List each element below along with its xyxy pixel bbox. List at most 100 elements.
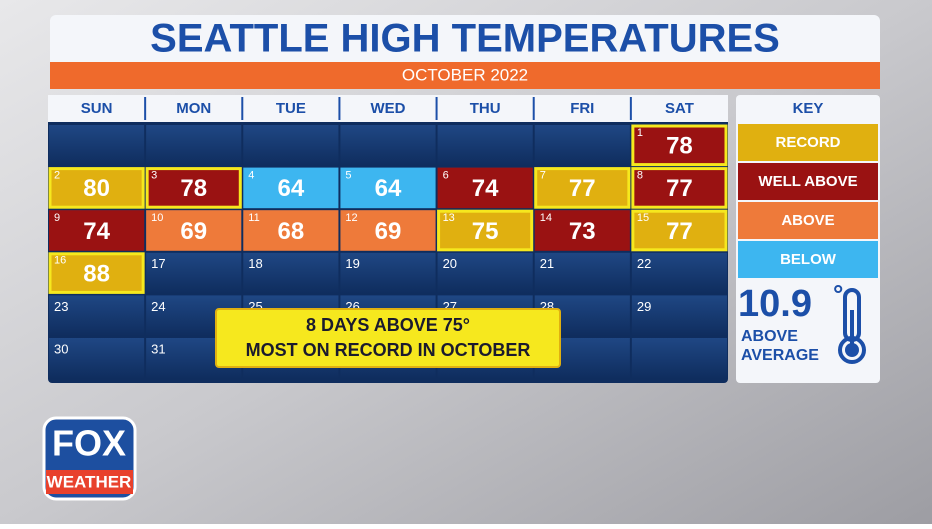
logo-bottom: WEATHER <box>47 472 132 491</box>
key-label: BELOW <box>780 251 837 268</box>
day-number: 21 <box>540 256 554 271</box>
day-cell <box>534 252 630 294</box>
day-number: 31 <box>151 341 165 356</box>
day-number: 5 <box>345 170 351 182</box>
temperature: 77 <box>666 175 693 202</box>
day-cell <box>146 252 242 294</box>
day-cell <box>340 252 436 294</box>
day-number: 19 <box>345 256 359 271</box>
temperature: 73 <box>569 218 596 245</box>
temperature: 75 <box>472 218 499 245</box>
weekday-row <box>48 95 728 122</box>
day-number: 17 <box>151 256 165 271</box>
day-number: 18 <box>248 256 262 271</box>
temp-cell <box>631 210 727 251</box>
temperature: 64 <box>278 175 305 202</box>
temp-cell <box>49 167 145 209</box>
highlight-border <box>631 124 728 167</box>
day-number: 15 <box>637 212 649 224</box>
key-title: KEY <box>793 100 824 117</box>
day-number: 13 <box>443 212 455 224</box>
temperature: 69 <box>180 218 207 245</box>
subtitle: OCTOBER 2022 <box>402 65 528 84</box>
day-cell <box>146 125 242 166</box>
temp-cell <box>534 167 630 209</box>
temp-cell <box>340 210 436 251</box>
key-label: WELL ABOVE <box>758 173 857 190</box>
key-swatch <box>738 163 878 200</box>
weekday: SUN <box>81 100 113 117</box>
temperature: 78 <box>666 133 693 160</box>
day-number: 7 <box>540 170 546 182</box>
day-number: 11 <box>248 212 259 224</box>
weekday: TUE <box>276 100 306 117</box>
stat-value: 10.9 <box>738 283 812 325</box>
day-number: 3 <box>151 170 157 182</box>
day-number: 9 <box>54 212 60 224</box>
day-number: 4 <box>248 170 254 182</box>
temp-cell <box>437 167 533 209</box>
temp-cell <box>146 210 242 251</box>
day-number: 1 <box>637 127 643 139</box>
day-cell <box>243 125 339 166</box>
highlight-border <box>631 167 728 209</box>
callout-line: 8 DAYS ABOVE 75° <box>306 315 470 335</box>
temperature: 69 <box>375 218 402 245</box>
day-number: 24 <box>151 299 165 314</box>
stat-label: ABOVE <box>741 328 798 345</box>
temp-cell <box>49 210 145 251</box>
day-cell <box>243 252 339 294</box>
day-cell <box>631 338 727 379</box>
temp-cell <box>631 125 727 166</box>
weekday: FRI <box>570 100 594 117</box>
logo-strip <box>46 470 133 494</box>
temperature: 77 <box>666 218 693 245</box>
temperature: 74 <box>83 218 110 245</box>
day-number: 12 <box>345 212 357 224</box>
highlight-border <box>631 209 728 252</box>
weekday: SAT <box>665 100 694 117</box>
thermometer <box>838 288 866 364</box>
highlight-border <box>437 209 534 252</box>
temperature: 88 <box>83 260 110 287</box>
day-cell <box>49 125 145 166</box>
stat-label: AVERAGE <box>741 347 819 364</box>
day-cell <box>631 252 727 294</box>
key-label: ABOVE <box>781 212 834 229</box>
temp-cell <box>243 167 339 209</box>
temp-cell <box>243 210 339 251</box>
day-number: 23 <box>54 299 68 314</box>
temperature: 80 <box>83 175 110 202</box>
highlight-border <box>145 167 242 209</box>
weekday: WED <box>371 100 406 117</box>
day-number: 30 <box>54 341 68 356</box>
highlight-border <box>48 252 145 294</box>
day-number: 16 <box>54 255 66 267</box>
temp-cell <box>534 210 630 251</box>
temperature: 77 <box>569 175 596 202</box>
day-number: 6 <box>443 170 449 182</box>
day-number: 20 <box>443 256 457 271</box>
day-cell <box>437 252 533 294</box>
key-swatch <box>738 124 878 161</box>
day-cell <box>340 125 436 166</box>
day-cell <box>437 125 533 166</box>
logo-top: FOX <box>52 423 126 464</box>
stat-unit: ° <box>833 279 843 309</box>
temp-cell <box>49 252 145 294</box>
day-number: 2 <box>54 170 60 182</box>
key-swatch <box>738 202 878 239</box>
key-swatch <box>738 241 878 278</box>
subtitle-bar <box>50 62 880 89</box>
temp-cell <box>146 167 242 209</box>
callout-line: MOST ON RECORD IN OCTOBER <box>246 340 531 360</box>
temp-cell <box>437 210 533 251</box>
day-number: 8 <box>637 170 643 182</box>
temperature: 74 <box>472 175 499 202</box>
weekday: THU <box>470 100 501 117</box>
day-number: 22 <box>637 256 651 271</box>
day-cell <box>631 295 727 336</box>
day-cell <box>49 295 145 336</box>
callout-box <box>215 308 561 368</box>
